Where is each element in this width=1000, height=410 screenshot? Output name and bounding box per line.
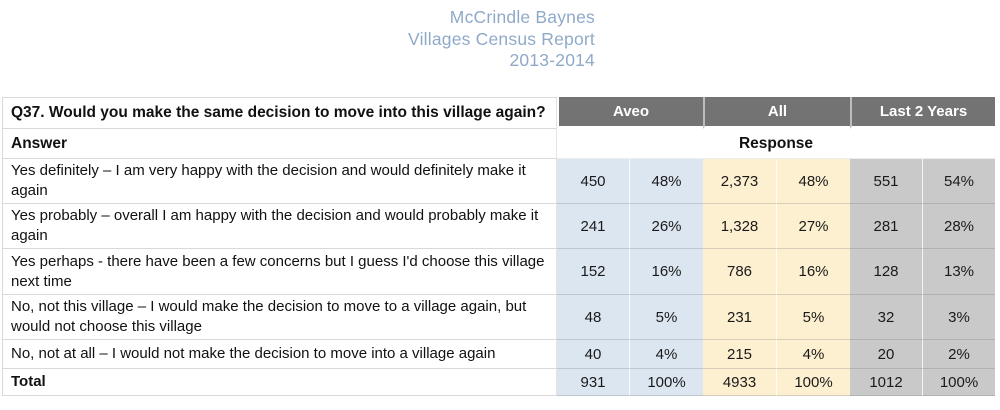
all-total-count-cell: 4933 [703, 369, 777, 396]
aveo-percent-cell: 16% [630, 249, 703, 295]
all-percent-cell: 4% [777, 340, 851, 369]
aveo-count-cell: 48 [557, 295, 630, 340]
last2-count-cell: 20 [850, 340, 924, 369]
answer-cell: No, not at all – I would not make the de… [2, 340, 557, 369]
answer-column-header: Answer [2, 129, 557, 159]
subheader-row: Answer Response [2, 129, 996, 159]
all-percent-cell: 27% [777, 204, 851, 249]
last2-count-cell: 281 [850, 204, 924, 249]
column-header-all: All [703, 97, 851, 129]
all-count-cell: 215 [703, 340, 777, 369]
last2-count-cell: 128 [850, 249, 924, 295]
last2-percent-cell: 13% [923, 249, 996, 295]
census-table: Q37. Would you make the same decision to… [2, 97, 996, 396]
report-title: McCrindle Baynes Villages Census Report … [0, 7, 595, 72]
all-count-cell: 2,373 [703, 159, 777, 204]
aveo-count-cell: 40 [557, 340, 630, 369]
aveo-count-cell: 152 [557, 249, 630, 295]
all-count-cell: 231 [703, 295, 777, 340]
column-header-aveo: Aveo [557, 97, 703, 129]
last2-percent-cell: 2% [923, 340, 996, 369]
last2-percent-cell: 28% [923, 204, 996, 249]
aveo-percent-cell: 5% [630, 295, 703, 340]
last2-total-percent-cell: 100% [923, 369, 996, 396]
aveo-percent-cell: 26% [630, 204, 703, 249]
response-column-header: Response [557, 129, 996, 159]
table-row: Yes probably – overall I am happy with t… [2, 204, 996, 249]
answer-cell: No, not this village – I would make the … [2, 295, 557, 340]
all-percent-cell: 16% [777, 249, 851, 295]
aveo-count-cell: 450 [557, 159, 630, 204]
answer-cell: Yes probably – overall I am happy with t… [2, 204, 557, 249]
aveo-percent-cell: 48% [630, 159, 703, 204]
all-count-cell: 786 [703, 249, 777, 295]
answer-cell: Yes perhaps - there have been a few conc… [2, 249, 557, 295]
table-row: No, not at all – I would not make the de… [2, 340, 996, 369]
report-title-line2: Villages Census Report [408, 28, 595, 49]
aveo-total-count-cell: 931 [557, 369, 630, 396]
table-header-row: Q37. Would you make the same decision to… [2, 97, 996, 129]
total-row: Total 931 100% 4933 100% 1012 100% [2, 369, 996, 396]
total-label-cell: Total [2, 369, 557, 396]
last2-count-cell: 551 [850, 159, 924, 204]
all-percent-cell: 5% [777, 295, 851, 340]
all-percent-cell: 48% [777, 159, 851, 204]
table-row: Yes definitely – I am very happy with th… [2, 159, 996, 204]
last2-count-cell: 32 [850, 295, 924, 340]
last2-total-count-cell: 1012 [850, 369, 924, 396]
table-row: No, not this village – I would make the … [2, 295, 996, 340]
aveo-total-percent-cell: 100% [630, 369, 703, 396]
answer-cell: Yes definitely – I am very happy with th… [2, 159, 557, 204]
question-title: Q37. Would you make the same decision to… [2, 97, 557, 129]
all-count-cell: 1,328 [703, 204, 777, 249]
last2-percent-cell: 54% [923, 159, 996, 204]
column-header-last-2-years: Last 2 Years [850, 97, 996, 129]
table-row: Yes perhaps - there have been a few conc… [2, 249, 996, 295]
all-total-percent-cell: 100% [777, 369, 851, 396]
last2-percent-cell: 3% [923, 295, 996, 340]
aveo-count-cell: 241 [557, 204, 630, 249]
report-title-line3: 2013-2014 [509, 50, 595, 70]
report-title-line1: McCrindle Baynes [449, 7, 595, 27]
aveo-percent-cell: 4% [630, 340, 703, 369]
